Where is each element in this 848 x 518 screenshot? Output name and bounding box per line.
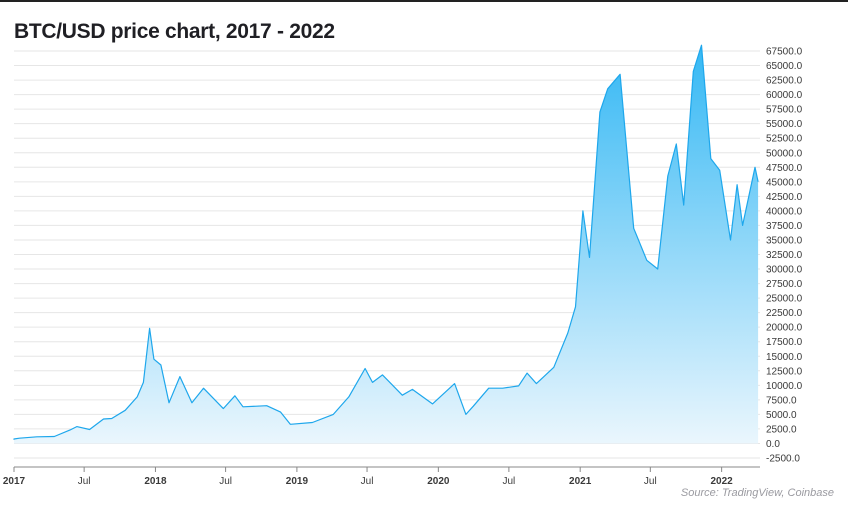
x-tick-label: Jul <box>644 476 657 487</box>
y-tick-label: 35000.0 <box>766 235 803 246</box>
x-axis <box>13 466 760 472</box>
x-tick-label: Jul <box>219 476 232 487</box>
y-tick-label: 32500.0 <box>766 250 803 261</box>
y-tick-label: 27500.0 <box>766 279 803 290</box>
y-tick-label: 60000.0 <box>766 90 803 101</box>
price-line <box>13 44 759 440</box>
y-tick-label: 47500.0 <box>766 163 803 174</box>
price-area-fill <box>14 45 759 444</box>
y-tick-label: 10000.0 <box>766 381 803 392</box>
y-tick-label: 20000.0 <box>766 323 803 334</box>
x-tick-label: 2018 <box>144 476 167 487</box>
x-tick-label: Jul <box>361 476 374 487</box>
chart-title: BTC/USD price chart, 2017 - 2022 <box>14 20 335 43</box>
x-tick-label: 2019 <box>286 476 309 487</box>
y-tick-label: 17500.0 <box>766 337 803 348</box>
y-tick-label: 5000.0 <box>766 410 797 421</box>
y-axis-labels: -2500.0 0.0 2500.0 5000.0 7500.0 10000.0 12500… <box>766 47 803 465</box>
y-tick-label: 42500.0 <box>766 192 803 203</box>
x-tick-label: 2020 <box>427 476 450 487</box>
y-tick-label: 45000.0 <box>766 177 803 188</box>
y-tick-label: 55000.0 <box>766 119 803 130</box>
x-tick-label: 2021 <box>569 476 592 487</box>
y-tick-label: 37500.0 <box>766 221 803 232</box>
y-tick-label: 30000.0 <box>766 265 803 276</box>
y-tick-label: 25000.0 <box>766 294 803 305</box>
x-axis-labels: 2017 Jul 2018 Jul 2019 Jul 2020 Jul 2021 Jul 2022 <box>3 476 733 487</box>
y-tick-label: -2500.0 <box>766 454 800 465</box>
y-tick-label: 50000.0 <box>766 148 803 159</box>
y-tick-label: 67500.0 <box>766 47 803 58</box>
y-tick-label: 65000.0 <box>766 61 803 72</box>
y-tick-label: 15000.0 <box>766 352 803 363</box>
y-tick-label: 2500.0 <box>766 424 797 435</box>
y-tick-label: 12500.0 <box>766 366 803 377</box>
y-tick-label: 52500.0 <box>766 134 803 145</box>
y-tick-label: 7500.0 <box>766 395 797 406</box>
x-tick-label: Jul <box>78 476 91 487</box>
y-tick-label: 22500.0 <box>766 308 803 319</box>
y-tick-label: 57500.0 <box>766 105 803 116</box>
x-tick-label: 2017 <box>3 476 26 487</box>
y-tick-label: 62500.0 <box>766 76 803 87</box>
y-tick-label: 40000.0 <box>766 206 803 217</box>
source-note: Source: TradingView, Coinbase <box>680 487 834 499</box>
top-border <box>0 0 848 2</box>
x-tick-label: Jul <box>502 476 515 487</box>
x-tick-label: 2022 <box>711 476 734 487</box>
y-tick-label: 0.0 <box>766 439 780 450</box>
